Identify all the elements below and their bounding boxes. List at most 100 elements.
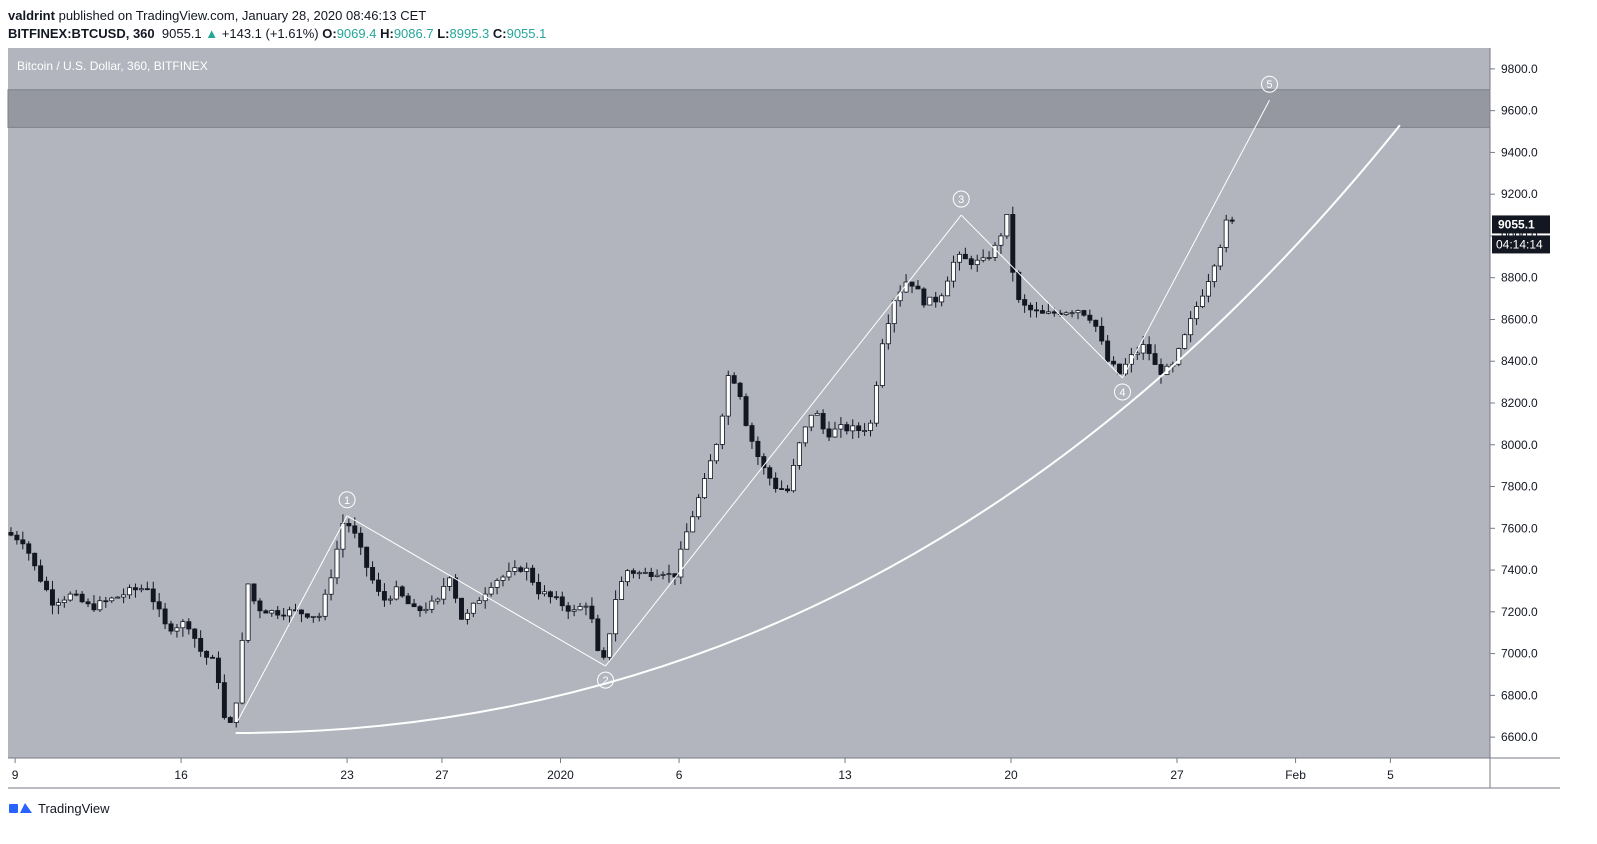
candle-body [1010,214,1016,273]
candle-body [737,382,743,397]
candle-body [814,413,820,416]
x-tick-label: Feb [1285,768,1306,782]
candle-body [275,610,281,616]
candle-body [447,577,453,587]
candle-body [417,606,423,612]
x-axis-ticks: 9 16 23 27 2020 6 13 20 27 Feb 5 [12,758,1394,782]
x-tick-label: 2020 [547,768,574,782]
candle-body [583,605,589,608]
x-tick-label: 5 [1387,768,1394,782]
wave-label: 3 [958,194,964,206]
candle-body [287,609,293,617]
x-tick-label: 23 [340,768,354,782]
candle-body [49,589,55,606]
x-tick-label: 6 [676,768,683,782]
candle-body [589,605,595,620]
wave-segment [1122,99,1270,379]
candle-body [97,600,103,611]
candle-body [933,296,939,303]
candle-body [862,430,868,432]
candle-body [293,609,298,612]
candle-body [619,581,625,600]
candle-body [322,593,328,617]
x-tick-label: 9 [12,768,19,782]
candle-body [713,444,719,462]
candle-body [251,583,257,602]
publish-line: valdrint published on TradingView.com, J… [8,7,546,25]
candle-body [524,567,530,572]
candle-body [1140,344,1146,354]
candle-body [20,539,26,545]
candle-body [429,600,435,610]
candle-body [85,601,91,605]
symbol-label: BITFINEX:BTCUSD, 360 [8,26,155,41]
open-value: 9069.4 [336,26,377,41]
x-tick-label: 13 [838,768,852,782]
wave-segment [237,515,348,721]
candle-body [547,591,553,598]
footer-brand[interactable]: TradingView [38,800,110,816]
candle-body [1111,360,1117,365]
candle-body [221,682,227,718]
chart-title: Bitcoin / U.S. Dollar, 360, BITFINEX [17,59,208,73]
low-label: L: [437,26,450,41]
candle-body [73,593,79,596]
y-tick-label: 8200.0 [1501,396,1538,410]
candle-body [654,574,660,577]
price-axis[interactable] [1490,48,1560,758]
candle-body [1022,299,1028,306]
candle-body [168,623,174,632]
candle-body [690,516,696,533]
candle-body [559,596,565,607]
candle-body [346,523,352,527]
candle-body [245,583,251,641]
candle-body [707,460,713,480]
candle-body [927,296,933,306]
wave-label: 5 [1266,79,1272,91]
wave-lines: 1 2 3 4 5 [237,75,1278,721]
y-tick-label: 7200.0 [1501,605,1538,619]
candle-body [1217,247,1223,267]
candle-body [411,603,417,608]
y-tick-label: 9600.0 [1501,104,1538,118]
candle-body [364,546,370,568]
support-curve [235,124,1401,734]
wave-label: 1 [344,495,350,507]
candle-body [1205,281,1211,297]
plot-background [8,48,1490,758]
y-tick-label: 9400.0 [1501,145,1538,159]
author-name[interactable]: valdrint [8,8,55,23]
candle-body [779,488,785,490]
candle-body [980,257,986,261]
candle-body [891,300,897,325]
close-label: C: [492,26,507,41]
candle-body [951,261,956,282]
candle-body [767,467,773,479]
candle-body [1093,319,1099,327]
price-labels: 9055.1 04:14:14 [1492,215,1550,254]
y-tick-label: 8600.0 [1501,312,1538,326]
y-tick-label: 7800.0 [1501,480,1538,494]
candle-body [162,608,168,625]
candle-body [423,608,429,612]
wave-label-circle [1260,75,1278,93]
countdown-box [1492,235,1550,254]
candle-body [61,599,67,603]
candle-body [666,573,672,576]
candle-body [393,586,399,600]
candle-body [459,597,464,620]
candle-body [1128,354,1134,365]
candle-body [613,599,619,635]
candle-body [132,587,138,591]
candle-body [14,534,20,541]
candle-body [180,621,186,629]
candle-body [868,422,873,431]
y-tick-label: 6800.0 [1501,688,1538,702]
candle-body [464,612,470,620]
price-change: +143.1 (+1.61%) [221,26,319,41]
candle-body [844,424,850,432]
candle-body [1146,344,1152,354]
candle-body [1087,314,1093,321]
candle-body [370,567,376,581]
